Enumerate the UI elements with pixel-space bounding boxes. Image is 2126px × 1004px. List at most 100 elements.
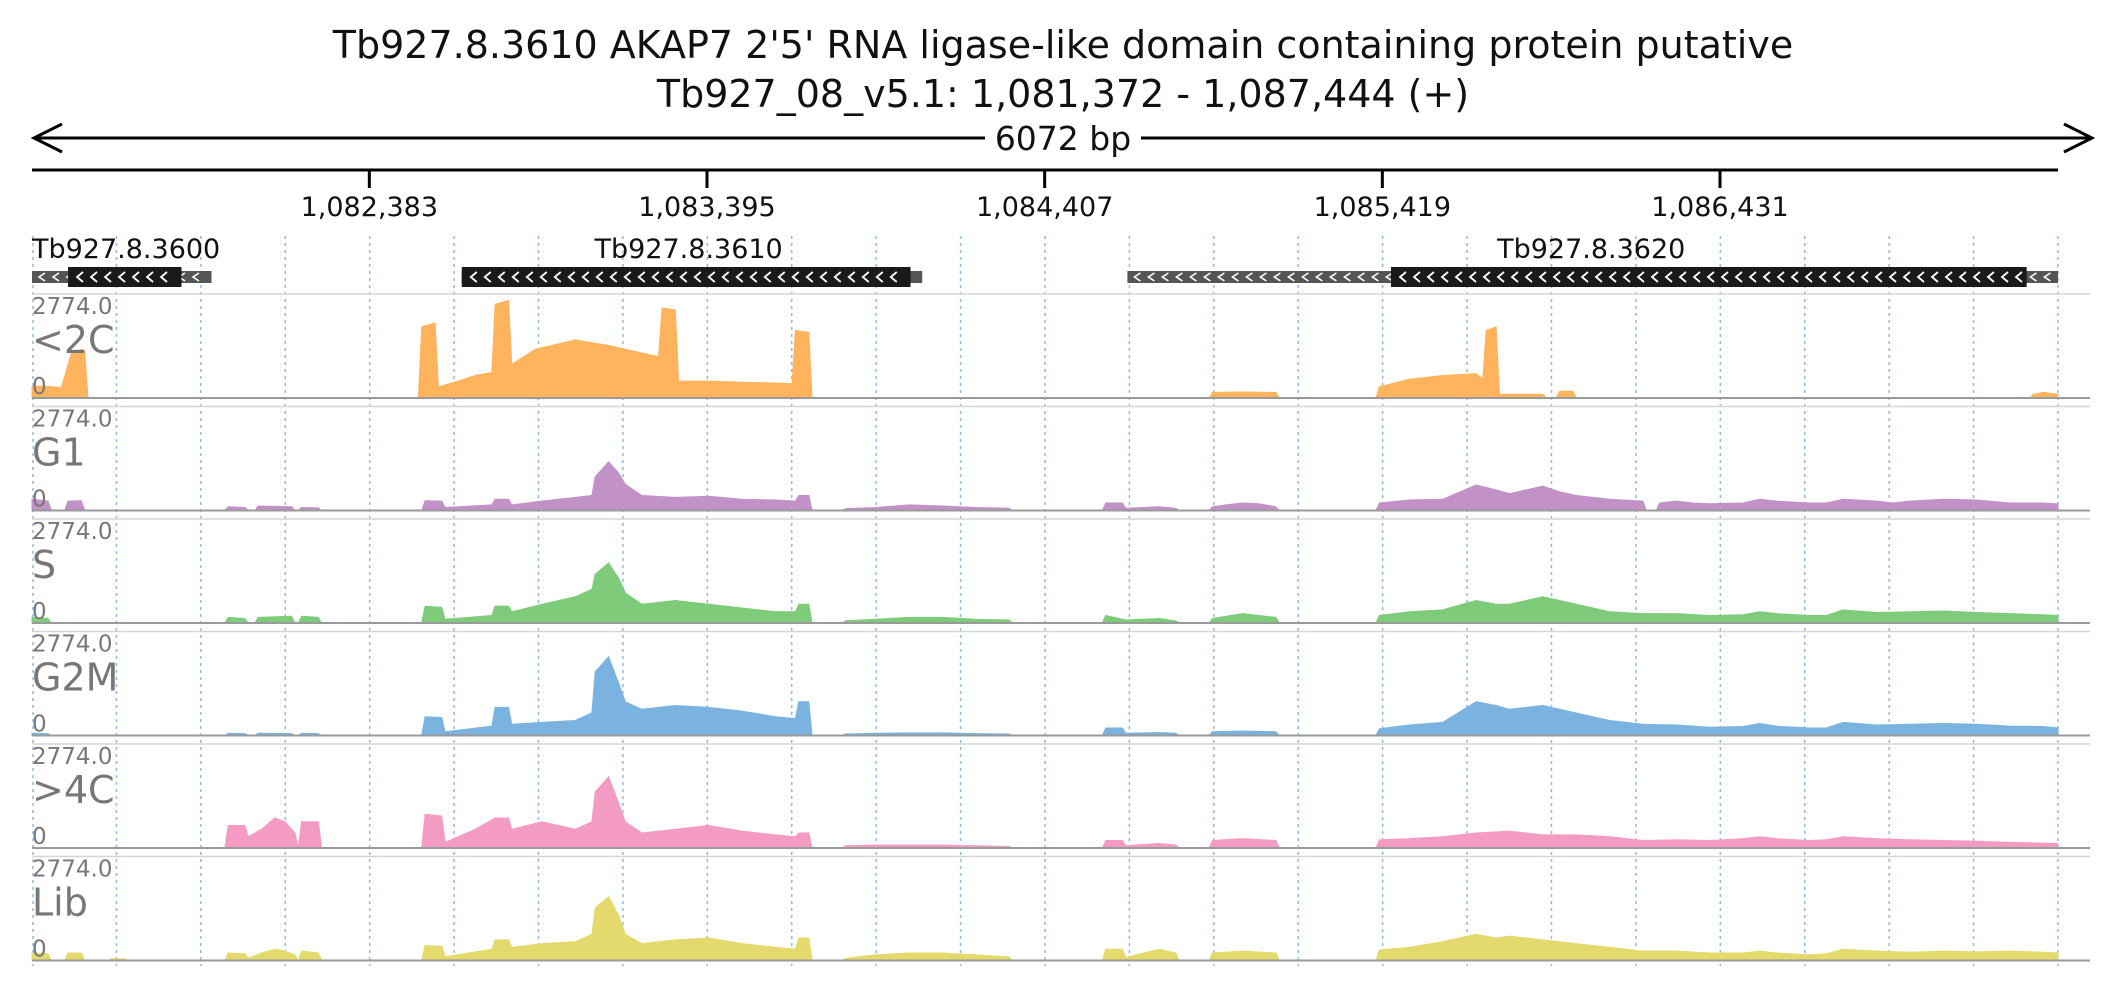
y-max-label: 2774.0: [32, 857, 112, 883]
y-max-label: 2774.0: [32, 744, 112, 770]
y-max-label: 2774.0: [32, 407, 112, 433]
strand-chevron: [567, 271, 576, 283]
strand-chevron: [191, 272, 200, 282]
y-min-label: 0: [32, 487, 47, 513]
strand-chevron: [707, 271, 716, 283]
strand-chevron: [1888, 271, 1897, 283]
gene-cds: [461, 267, 911, 287]
strand-chevron: [1552, 271, 1561, 283]
strand-chevron: [1426, 271, 1435, 283]
strand-chevron: [1174, 272, 1183, 282]
strand-chevron: [1146, 272, 1155, 282]
strand-chevron: [159, 271, 168, 283]
coverage-area: [31, 562, 2059, 624]
strand-chevron: [75, 271, 84, 283]
gene-track: Tb927.8.3600 Tb927.8.3610 Tb927.8.3620: [31, 234, 2058, 287]
strand-chevron: [103, 271, 112, 283]
strand-chevron: [1734, 271, 1743, 283]
gene-Tb927.8.3600[interactable]: Tb927.8.3600: [31, 234, 220, 287]
y-min-label: 0: [32, 599, 47, 625]
gene-Tb927.8.3620[interactable]: Tb927.8.3620: [1127, 234, 2058, 287]
strand-chevron: [749, 271, 758, 283]
strand-chevron: [1790, 271, 1799, 283]
strand-chevron: [1664, 271, 1673, 283]
strand-chevron: [89, 271, 98, 283]
strand-chevron: [651, 271, 660, 283]
strand-chevron: [145, 271, 154, 283]
strand-chevron: [1230, 272, 1239, 282]
track-name: S: [32, 543, 56, 587]
strand-chevron: [1370, 272, 1379, 282]
strand-chevron: [1818, 271, 1827, 283]
strand-chevron: [1986, 271, 1995, 283]
y-min-label: 0: [32, 712, 47, 738]
strand-chevron: [1608, 271, 1617, 283]
chart-title: Tb927.8.3610 AKAP7 2'5' RNA ligase-like …: [332, 23, 1793, 67]
strand-chevron: [1776, 271, 1785, 283]
track-name: Lib: [32, 881, 88, 925]
track-name: G1: [32, 431, 86, 475]
strand-chevron: [1258, 272, 1267, 282]
strand-chevron: [553, 271, 562, 283]
strand-chevron: [1846, 271, 1855, 283]
strand-chevron: [117, 271, 126, 283]
strand-chevron: [609, 271, 618, 283]
track-G1: 2774.0G1 0: [31, 405, 2090, 513]
strand-chevron: [1832, 271, 1841, 283]
strand-chevron: [469, 271, 478, 283]
strand-chevron: [1580, 271, 1589, 283]
strand-chevron: [693, 271, 702, 283]
strand-chevron: [1244, 272, 1253, 282]
grid-lines: [32, 236, 2059, 966]
strand-chevron: [735, 271, 744, 283]
strand-chevron: [1454, 271, 1463, 283]
track-name: <2C: [32, 318, 115, 362]
axis-tick-label: 1,082,383: [301, 192, 438, 223]
track-name: G2M: [32, 656, 118, 700]
strand-chevron: [721, 271, 730, 283]
strand-chevron: [1482, 271, 1491, 283]
axis-tick-label: 1,083,395: [638, 192, 775, 223]
strand-chevron: [2042, 272, 2051, 282]
strand-chevron: [763, 271, 772, 283]
y-max-label: 2774.0: [32, 519, 112, 545]
track-name: >4C: [32, 768, 115, 812]
coverage-area: [31, 655, 2059, 736]
axis-tick-label: 1,086,431: [1651, 192, 1788, 223]
strand-chevron: [1860, 271, 1869, 283]
strand-chevron: [525, 271, 534, 283]
strand-chevron: [1314, 272, 1323, 282]
strand-chevron: [1692, 271, 1701, 283]
strand-chevron: [1916, 271, 1925, 283]
gene-label: Tb927.8.3600: [31, 234, 220, 265]
span-ruler: 6072 bp: [30, 118, 2096, 158]
strand-chevron: [1636, 271, 1645, 283]
strand-chevron: [581, 271, 590, 283]
strand-chevron: [2028, 272, 2037, 282]
y-min-label: 0: [32, 937, 47, 963]
strand-chevron: [679, 271, 688, 283]
strand-chevron: [1412, 271, 1421, 283]
strand-chevron: [1286, 272, 1295, 282]
strand-chevron: [1720, 271, 1729, 283]
strand-chevron: [777, 271, 786, 283]
gene-Tb927.8.3610[interactable]: Tb927.8.3610: [461, 234, 923, 287]
strand-chevron: [595, 271, 604, 283]
strand-chevron: [623, 271, 632, 283]
strand-chevron: [1202, 272, 1211, 282]
axis-tick-label: 1,085,419: [1314, 192, 1451, 223]
strand-chevron: [1804, 271, 1813, 283]
strand-chevron: [805, 271, 814, 283]
track->4C: 2774.0>4C 0: [32, 743, 2090, 850]
strand-chevron: [833, 271, 842, 283]
strand-chevron: [1468, 271, 1477, 283]
strand-chevron: [1594, 271, 1603, 283]
strand-chevron: [1356, 272, 1365, 282]
strand-chevron: [1566, 271, 1575, 283]
coverage-area: [31, 461, 2059, 511]
strand-chevron: [1972, 271, 1981, 283]
y-max-label: 2774.0: [32, 294, 112, 320]
axis-tick-label: 1,084,407: [976, 192, 1113, 223]
